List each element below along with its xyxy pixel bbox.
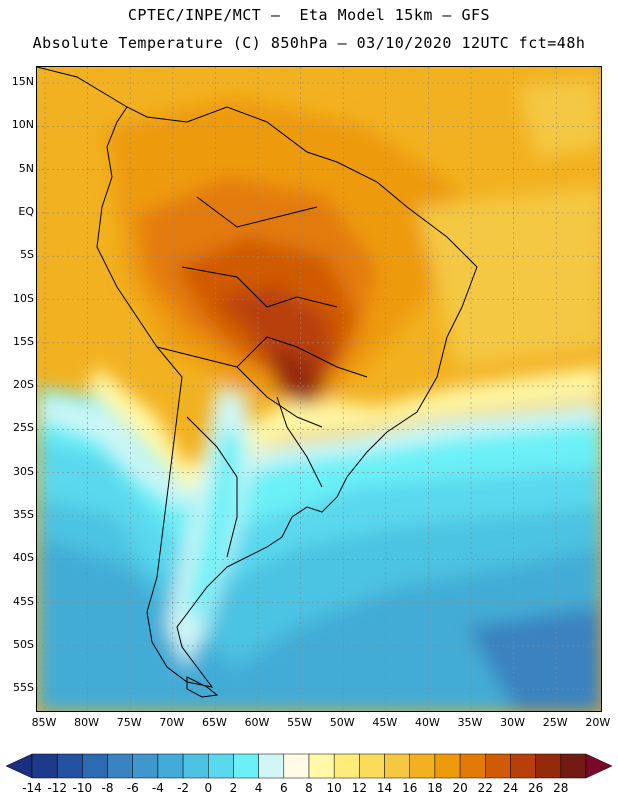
lon-label: 60W [244, 716, 270, 729]
colorbar-swatch [359, 753, 385, 779]
colorbar-label: -10 [72, 781, 93, 795]
colorbar-swatch [409, 753, 436, 779]
lon-label: 70W [159, 716, 185, 729]
colorbar-swatch [560, 753, 587, 779]
map-canvas [37, 67, 601, 711]
chart-title-line2: Absolute Temperature (C) 850hPa — 03/10/… [32, 34, 586, 52]
lat-label: 50S [13, 637, 34, 651]
colorbar-swatch [258, 753, 285, 779]
colorbar [6, 753, 613, 779]
lon-label: 80W [74, 716, 100, 729]
colorbar-label: 10 [326, 781, 342, 795]
colorbar-label: 4 [254, 781, 263, 795]
colorbar-swatch [132, 753, 159, 779]
colorbar-swatch [283, 753, 310, 779]
colorbar-label: -12 [47, 781, 67, 795]
colorbar-swatch [333, 753, 360, 779]
colorbar-swatch [56, 753, 83, 779]
chart-title-line1: CPTEC/INPE/MCT — Eta Model 15km — GFS [127, 6, 491, 24]
colorbar-swatch [510, 753, 536, 779]
colorbar-label: 2 [229, 781, 238, 795]
lon-label: 30W [500, 716, 526, 729]
colorbar-label: 24 [502, 781, 519, 795]
colorbar-label: 26 [527, 781, 544, 795]
lat-label: 55S [13, 681, 34, 695]
colorbar-right-arrow [585, 753, 613, 779]
lat-label: 20S [13, 378, 34, 392]
temperature-field [37, 77, 601, 711]
lon-label: 55W [287, 716, 313, 729]
colorbar-label: -8 [101, 781, 114, 795]
lat-label: 30S [13, 464, 34, 478]
lon-label: 50W [329, 716, 355, 729]
colorbar-swatch [535, 753, 562, 779]
colorbar-swatch [82, 753, 108, 779]
colorbar-label: 14 [376, 781, 393, 795]
colorbar-swatch [182, 753, 209, 779]
temperature-map [36, 66, 602, 712]
colorbar-label: 20 [452, 781, 468, 795]
lat-label: 15N [11, 75, 34, 88]
lat-label: 45S [13, 594, 34, 608]
colorbar-label: 6 [279, 781, 288, 795]
lat-label: EQ [18, 204, 34, 218]
colorbar-label: -6 [126, 781, 139, 795]
lat-label: 5N [18, 161, 34, 175]
coastlines [37, 67, 478, 688]
colorbar-swatch [31, 753, 58, 779]
colorbar-label: 0 [204, 781, 213, 795]
colorbar-label: -2 [177, 781, 190, 795]
colorbar-label: -4 [151, 781, 164, 795]
lon-label: 75W [116, 716, 142, 729]
colorbar-label: 28 [553, 781, 569, 795]
lon-label: 45W [372, 716, 398, 729]
lon-label: 25W [542, 716, 568, 729]
lat-label: 35S [13, 508, 34, 521]
colorbar-label: 22 [477, 781, 493, 795]
colorbar-swatch [157, 753, 184, 779]
colorbar-swatch [434, 753, 461, 779]
colorbar-label: 16 [402, 781, 418, 795]
colorbar-label: 18 [427, 781, 443, 795]
lat-label: 10N [11, 118, 34, 132]
colorbar-swatch [308, 753, 335, 779]
colorbar-swatch [208, 753, 234, 779]
colorbar-swatch [459, 753, 486, 779]
lat-label: 40S [13, 551, 34, 565]
colorbar-left-arrow [6, 753, 33, 779]
lon-label: 65W [201, 716, 227, 729]
lat-label: 15S [13, 334, 34, 348]
lon-label: 85W [31, 716, 57, 729]
lon-label: 20W [585, 716, 611, 729]
colorbar-label: -14 [22, 781, 42, 795]
lat-label: 5S [20, 248, 34, 262]
lat-label: 10S [13, 291, 34, 305]
colorbar-swatch [485, 753, 511, 779]
colorbar-label: 8 [305, 781, 313, 795]
lon-label: 40W [414, 716, 440, 729]
colorbar-swatch [107, 753, 133, 779]
tierra-del-fuego [186, 676, 219, 698]
colorbar-label: 12 [351, 781, 367, 795]
lat-lon-grid [37, 67, 601, 711]
colorbar-swatch [384, 753, 410, 779]
lon-label: 35W [457, 716, 483, 729]
colorbar-swatch [233, 753, 259, 779]
lat-label: 25S [13, 421, 34, 435]
